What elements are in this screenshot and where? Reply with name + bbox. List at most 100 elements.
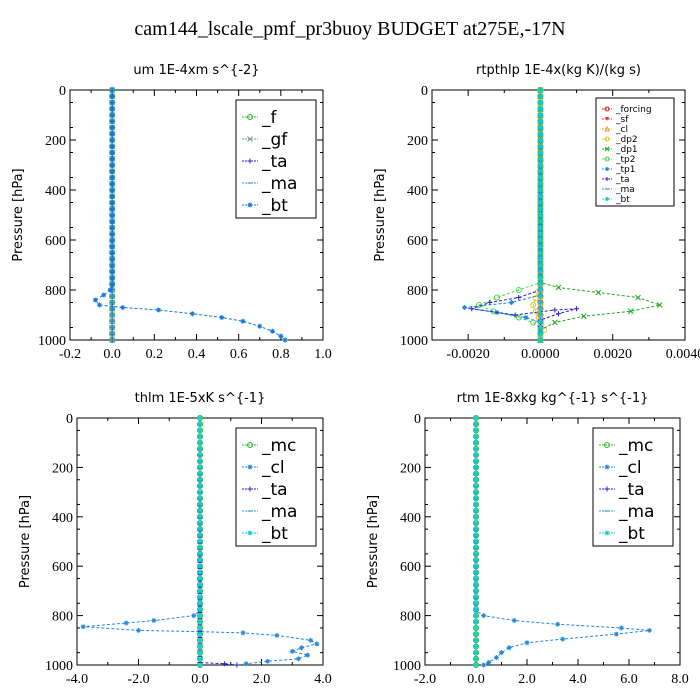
legend-label: _ta (261, 480, 288, 500)
x-tick-label: 1.0 (314, 347, 332, 362)
data-point (295, 656, 301, 662)
data-point (530, 302, 537, 308)
data-point (109, 213, 115, 219)
data-point (197, 557, 203, 563)
data-point (197, 471, 203, 477)
y-tick-label: 200 (45, 134, 66, 149)
y-tick-label: 800 (407, 284, 428, 299)
legend-label: _sf (615, 115, 629, 125)
data-point (274, 632, 280, 638)
data-point (506, 645, 512, 651)
legend-marker (604, 136, 610, 142)
x-tick-label: 0.0000 (521, 347, 560, 362)
panel-title: rtm 1E-8xkg kg^{-1} s^{-1} (457, 391, 649, 406)
data-point (537, 231, 543, 237)
chart-panel-4: rtm 1E-8xkg kg^{-1} s^{-1} Pressure [hPa]… (366, 391, 689, 687)
data-point (516, 295, 522, 300)
series-line (94, 90, 286, 341)
data-point (473, 464, 479, 470)
data-point (532, 308, 539, 315)
data-point (109, 276, 115, 282)
data-point (473, 495, 479, 501)
data-point (473, 532, 479, 538)
data-point (473, 520, 479, 526)
data-point (92, 297, 98, 303)
data-point (109, 263, 115, 269)
data-point (537, 312, 543, 318)
legend-label: _gf (261, 130, 288, 150)
x-tick-label: 4.0 (569, 672, 587, 687)
legend-label: _tp1 (615, 165, 635, 175)
data-point (537, 212, 543, 218)
data-point (537, 237, 543, 243)
data-point (656, 302, 663, 308)
data-point (524, 640, 530, 646)
data-point (493, 655, 499, 661)
data-point (537, 125, 543, 130)
data-point (197, 637, 203, 643)
data-point (197, 588, 203, 594)
data-point (197, 631, 203, 637)
data-point (109, 244, 115, 250)
data-point (151, 618, 157, 624)
data-point (473, 483, 479, 489)
data-point (494, 294, 501, 301)
data-point (537, 250, 543, 255)
x-tick-label: 0.8 (272, 347, 290, 362)
data-point (574, 306, 580, 312)
data-point (537, 262, 543, 268)
data-point (473, 576, 479, 582)
legend-label: _mc (261, 436, 296, 456)
legend-label: _cl (261, 458, 285, 478)
legend-marker (605, 177, 609, 181)
data-point (537, 143, 543, 149)
data-point (109, 282, 115, 288)
data-point (191, 613, 197, 619)
chart-panel-2: rtpthlp 1E-4x(kg K)/(kg s) Pressure [hPa]… (373, 63, 700, 362)
plot-frame (431, 89, 686, 341)
x-tick-label: 0.6 (230, 347, 248, 362)
x-tick-label: 2.0 (253, 672, 271, 687)
data-point (109, 125, 115, 131)
y-tick-label: 800 (400, 610, 421, 625)
y-tick-label: 400 (400, 511, 421, 526)
data-point (537, 243, 543, 249)
data-point (240, 630, 246, 636)
data-point (560, 636, 566, 642)
y-tick-label: 800 (45, 284, 66, 299)
data-point (537, 181, 543, 187)
data-point (473, 662, 479, 668)
x-tick-label: 4.0 (314, 672, 332, 687)
data-point (197, 662, 203, 668)
data-point (243, 661, 249, 667)
data-point (473, 588, 479, 594)
data-point (265, 658, 271, 664)
data-point (109, 251, 115, 257)
data-point (515, 287, 522, 293)
data-point (109, 112, 115, 118)
data-point (109, 131, 115, 137)
data-point (473, 514, 479, 520)
series-line (199, 418, 237, 666)
data-point (499, 650, 504, 656)
legend-marker (247, 530, 253, 536)
data-point (473, 489, 479, 495)
y-tick-label: 600 (45, 234, 66, 249)
y-tick-label: 1000 (45, 659, 73, 674)
legend-label: _tp2 (615, 155, 635, 165)
data-point (109, 175, 115, 181)
data-point (537, 106, 543, 112)
x-tick-label: 6.0 (620, 672, 638, 687)
legend-marker (604, 442, 610, 448)
data-point (197, 464, 203, 470)
data-point (537, 100, 543, 105)
data-point (537, 281, 543, 287)
data-point (109, 225, 115, 231)
data-point (109, 100, 115, 106)
data-point (473, 650, 479, 656)
legend: _forcing_sf_cl_dp2_dp1_tp2_tp1_ta_ma_bt (595, 97, 675, 207)
data-point (109, 162, 115, 168)
data-point (473, 440, 479, 446)
data-point (473, 613, 479, 619)
